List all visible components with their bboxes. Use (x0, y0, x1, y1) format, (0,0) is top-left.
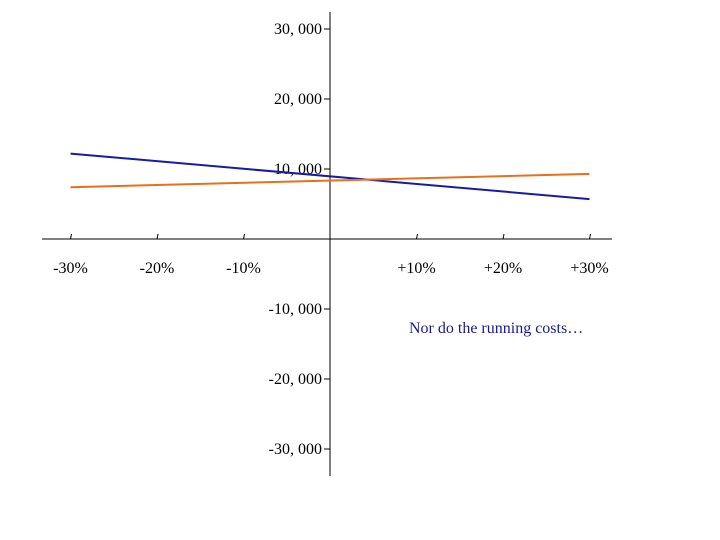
y-tick-label: 30, 000 (274, 21, 322, 38)
x-tick (70, 233, 72, 240)
y-tick-label: -30, 000 (269, 441, 322, 458)
x-tick (416, 233, 418, 240)
x-tick-label: +30% (570, 260, 608, 277)
series-line-orange (70, 172, 590, 189)
x-tick-label: -30% (53, 260, 88, 277)
x-tick-label: -20% (140, 260, 175, 277)
x-tick (243, 233, 245, 240)
x-tick-label: +10% (397, 260, 435, 277)
x-tick (156, 233, 159, 240)
x-ticks: -30% -20% -10% +10% +20% +30% (53, 233, 609, 277)
x-tick (502, 233, 505, 240)
annotation: Nor do the running costs… (409, 320, 583, 337)
y-tick-label: -10, 000 (269, 301, 322, 318)
y-tick-label: -20, 000 (269, 371, 322, 388)
series (70, 152, 590, 201)
x-tick-label: -10% (226, 260, 261, 277)
x-tick (589, 233, 591, 240)
x-tick-label: +20% (484, 260, 522, 277)
series-line-blue (70, 152, 590, 201)
axes (42, 12, 612, 476)
y-tick-label: 20, 000 (274, 91, 322, 108)
